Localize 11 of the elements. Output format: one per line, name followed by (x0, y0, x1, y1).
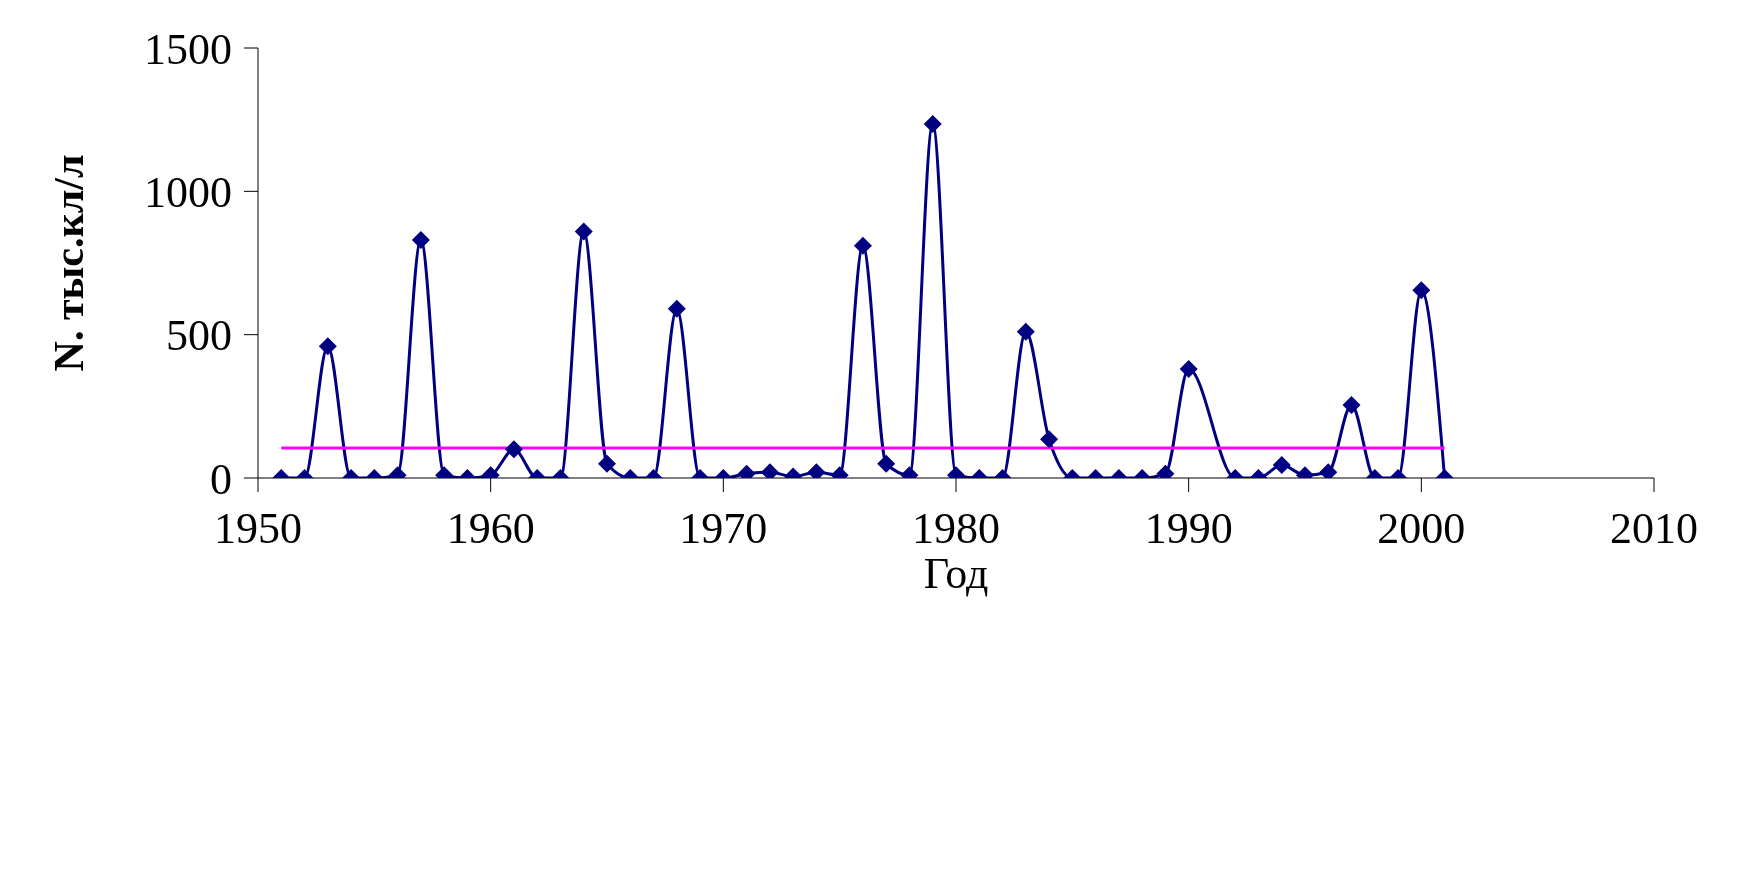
y-tick-label: 1000 (144, 167, 232, 217)
x-tick-label: 1970 (679, 504, 768, 554)
x-tick-label: 2010 (1610, 504, 1698, 554)
y-tick-label: 0 (210, 454, 232, 504)
x-tick-label: 2000 (1377, 504, 1466, 554)
y-axis-title: N. тыс.кл/л (45, 154, 92, 372)
x-tick-label: 1960 (446, 504, 535, 554)
y-tick-label: 1500 (144, 24, 232, 74)
x-tick-label: 1990 (1144, 504, 1233, 554)
x-tick-label: 1950 (214, 504, 302, 554)
y-tick-label: 500 (166, 311, 232, 361)
